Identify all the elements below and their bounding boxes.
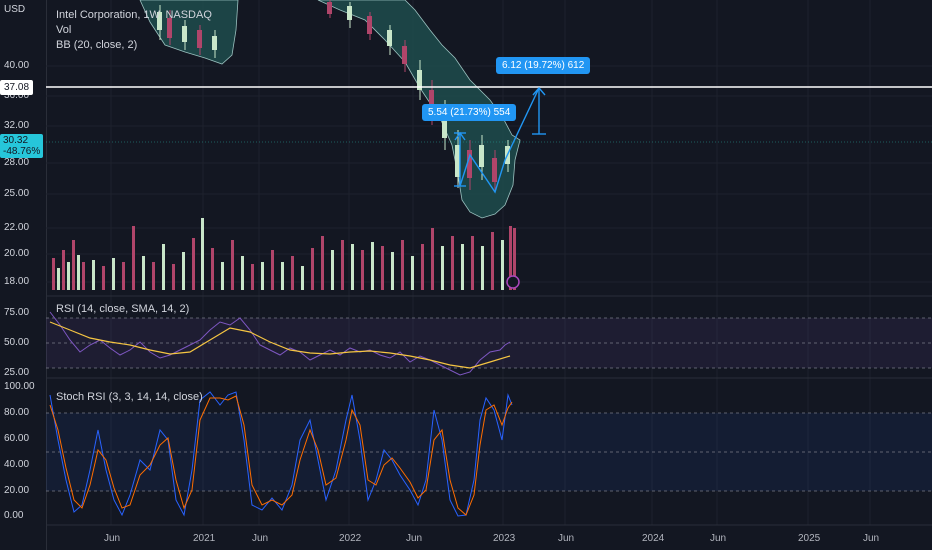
time-tick-2: Jun <box>252 533 269 544</box>
measure-label-high[interactable]: 6.12 (19.72%) 612 <box>496 57 591 74</box>
stoch-tick-20: 20.00 <box>4 485 30 496</box>
price-tick-22: 22.00 <box>4 222 30 233</box>
time-tick-10: Jun <box>863 533 880 544</box>
time-tick-8: Jun <box>710 533 727 544</box>
axis-currency: USD <box>4 4 26 15</box>
stoch-tick-60: 60.00 <box>4 433 30 444</box>
stoch-tick-80: 80.00 <box>4 407 30 418</box>
time-tick-5: 2023 <box>493 533 516 544</box>
rsi-line <box>49 311 511 376</box>
price-tick-20: 20.00 <box>4 248 30 259</box>
rsi-tick-50: 50.00 <box>4 337 30 348</box>
rsi-ma-line <box>49 321 511 369</box>
time-tick-3: 2022 <box>339 533 362 544</box>
current-price-tag: 30.32 -48.76% <box>0 134 44 158</box>
vol-legend[interactable]: Vol <box>56 24 72 36</box>
price-tick-40: 40.00 <box>4 60 30 71</box>
time-tick-6: Jun <box>558 533 575 544</box>
stoch-tick-0: 0.00 <box>4 510 24 521</box>
price-candles <box>157 0 510 192</box>
stoch-d-line <box>49 395 513 516</box>
stoch-k-line <box>49 391 513 517</box>
stoch-tick-40: 40.00 <box>4 459 30 470</box>
price-tick-25: 25.00 <box>4 188 30 199</box>
rsi-tick-75: 75.00 <box>4 307 30 318</box>
measure-label-low[interactable]: 5.54 (21.73%) 554 <box>422 104 517 121</box>
volume-bars <box>52 218 516 290</box>
time-tick-4: Jun <box>406 533 423 544</box>
time-tick-9: 2025 <box>798 533 821 544</box>
bb-legend[interactable]: BB (20, close, 2) <box>56 39 138 51</box>
stoch-tick-100: 100.00 <box>4 381 35 392</box>
time-tick-7: 2024 <box>642 533 665 544</box>
current-price-change: -48.76% <box>3 146 41 157</box>
current-price-value: 30.32 <box>3 135 29 146</box>
price-tick-18: 18.00 <box>4 276 30 287</box>
price-tick-28: 28.00 <box>4 157 30 168</box>
symbol-legend[interactable]: Intel Corporation, 1W, NASDAQ <box>56 9 212 21</box>
stoch-rsi-legend[interactable]: Stoch RSI (3, 3, 14, 14, close) <box>56 391 203 403</box>
time-tick-1: 2021 <box>193 533 216 544</box>
measure-arrows <box>454 86 546 194</box>
price-axis[interactable]: USD 40.00 36.00 32.00 28.00 25.00 22.00 … <box>0 0 47 550</box>
level-price-tag: 37.08 <box>0 80 34 95</box>
time-tick-0: Jun <box>104 533 121 544</box>
price-tick-36: 36.00 <box>4 90 30 101</box>
rsi-legend[interactable]: RSI (14, close, SMA, 14, 2) <box>56 303 190 315</box>
rsi-tick-25: 25.00 <box>4 367 30 378</box>
event-marker-icon <box>506 275 520 289</box>
price-tick-32: 32.00 <box>4 120 30 131</box>
